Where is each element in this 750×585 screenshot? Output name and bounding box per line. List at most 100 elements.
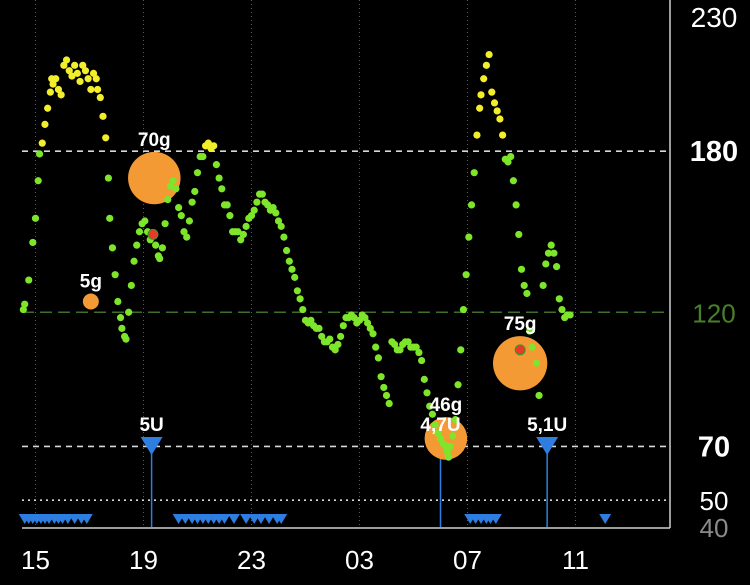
glucose-point xyxy=(504,158,512,166)
glucose-point xyxy=(127,281,135,290)
glucose-point xyxy=(73,69,81,77)
x-tick-label: 15 xyxy=(21,545,50,575)
basal-marker xyxy=(218,514,231,524)
x-tick-label: 03 xyxy=(345,545,374,575)
glucose-point xyxy=(102,134,110,142)
glucose-point xyxy=(41,120,49,128)
glucose-point xyxy=(212,161,220,169)
glucose-point xyxy=(374,354,382,362)
glucose-point xyxy=(532,359,540,367)
glucose-point xyxy=(454,381,462,389)
glucose-point xyxy=(169,177,177,185)
glucose-point xyxy=(526,327,534,335)
basal-marker xyxy=(275,514,288,524)
carb-label: 70g xyxy=(138,130,171,151)
basal-markers-layer xyxy=(18,514,612,524)
glucose-point xyxy=(520,281,528,290)
glucose-point xyxy=(99,112,107,120)
glucose-point xyxy=(431,421,439,429)
glucose-point xyxy=(108,244,117,252)
basal-marker xyxy=(227,514,240,524)
glucose-point xyxy=(177,212,185,220)
glucose-point xyxy=(326,335,334,343)
glucose-point xyxy=(29,238,37,247)
glucose-point xyxy=(133,241,141,249)
glucose-point xyxy=(89,69,98,77)
glucose-point xyxy=(418,356,426,365)
glucose-point xyxy=(81,67,90,75)
glucose-point xyxy=(84,75,92,83)
glucose-point xyxy=(512,201,520,209)
glucose-point xyxy=(420,375,428,383)
glucose-point xyxy=(528,343,536,351)
glucose-point xyxy=(283,246,291,255)
glucose-point xyxy=(428,410,436,418)
glucose-point xyxy=(193,169,202,177)
glucose-point xyxy=(523,289,531,298)
glucose-point xyxy=(380,383,388,392)
y-tick-label: 70 xyxy=(698,431,730,463)
glucose-point xyxy=(264,201,272,209)
glucose-point xyxy=(62,56,71,64)
x-tick-label: 11 xyxy=(562,545,589,575)
glucose-point xyxy=(412,343,420,351)
glucose-point xyxy=(274,217,283,225)
carb-label: 5g xyxy=(80,272,102,293)
glucose-point xyxy=(104,174,112,182)
glucose-point xyxy=(361,314,369,322)
bolus-marker xyxy=(140,437,163,455)
carb-label: 75g xyxy=(504,314,537,335)
x-axis: 15 19 23 03 07 11 xyxy=(21,545,589,575)
glucose-point xyxy=(315,324,323,332)
glucose-point xyxy=(218,185,226,193)
glucose-point xyxy=(49,80,57,88)
glucose-point xyxy=(404,338,412,346)
x-tick-label: 23 xyxy=(237,545,266,575)
glucose-point xyxy=(25,276,33,284)
glucose-point xyxy=(234,228,242,236)
glucose-point xyxy=(553,263,561,271)
glucose-point xyxy=(470,169,478,177)
glucose-point xyxy=(269,203,277,212)
basal-marker xyxy=(599,514,612,524)
glucose-point xyxy=(477,91,485,99)
glucose-point xyxy=(185,217,193,225)
glucose-point xyxy=(434,429,442,437)
glucose-point xyxy=(272,209,280,217)
glucose-point xyxy=(446,442,454,451)
glucose-point xyxy=(396,346,404,354)
glucose-point xyxy=(215,174,223,182)
glucose-point xyxy=(135,228,144,236)
glucose-point xyxy=(558,305,566,314)
glucose-point xyxy=(555,295,563,303)
glucose-point xyxy=(130,257,138,265)
glucose-point xyxy=(111,271,119,279)
glucose-point xyxy=(423,389,431,397)
glucose-point xyxy=(288,265,296,273)
glucose-point xyxy=(164,195,172,204)
glucose-point xyxy=(21,300,29,308)
glucose-point xyxy=(457,346,465,354)
glucose-points-layer xyxy=(19,50,574,461)
glucose-point xyxy=(337,332,345,341)
glucose-point xyxy=(223,201,231,209)
y-tick-label: 230 xyxy=(691,2,738,33)
glucose-point xyxy=(68,72,76,80)
glucose-point xyxy=(476,104,484,112)
glucose-point xyxy=(415,348,423,357)
glucose-point xyxy=(318,332,326,341)
glucose-point xyxy=(285,257,293,265)
glucose-point xyxy=(382,391,391,400)
glucose-point xyxy=(364,319,372,327)
glucose-point xyxy=(210,142,218,150)
glucose-point xyxy=(277,222,285,230)
basal-marker xyxy=(80,514,93,524)
carb-marker xyxy=(82,293,99,310)
glucose-point xyxy=(355,316,364,324)
flagged-reading xyxy=(514,344,526,356)
glucose-point xyxy=(426,402,434,410)
glucose-point xyxy=(482,61,490,69)
glucose-point xyxy=(539,281,547,290)
